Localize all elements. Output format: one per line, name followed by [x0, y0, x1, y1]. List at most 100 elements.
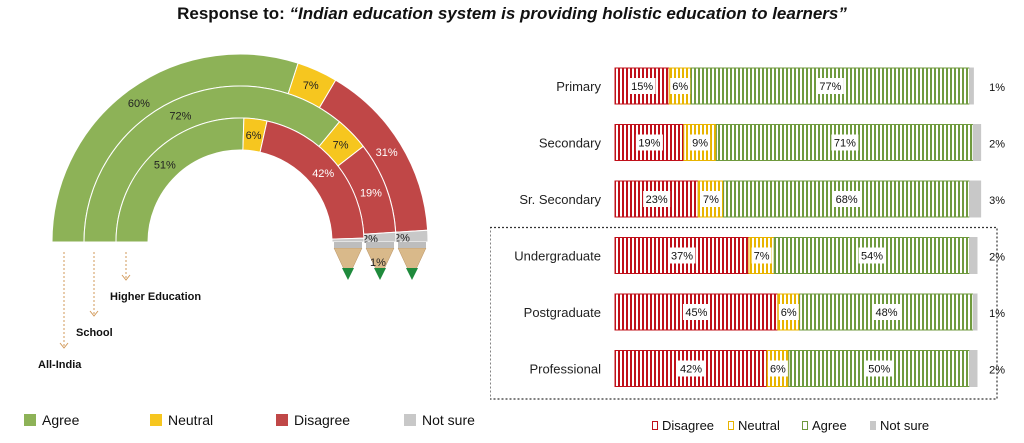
value-box-postgraduate-neutral	[778, 304, 799, 320]
value-label-primary-agree: 77%	[819, 81, 841, 93]
value-box-primary-disagree	[628, 78, 656, 94]
bar-row-professional: Professional 42% 6% 50% 2%	[529, 350, 1005, 387]
stacked-bar-chart: Primary 15% 6% 77% 1% Secondary 19% 9% 71% 2% Sr. …	[490, 67, 1005, 400]
pencil-band-higher-education	[334, 242, 362, 248]
value-label-undergraduate-disagree: 37%	[671, 251, 693, 263]
value-label-professional-agree: 50%	[868, 364, 890, 376]
value-label-postgraduate-neutral: 6%	[781, 307, 797, 319]
bar-row-undergraduate: Undergraduate 37% 7% 54% 2%	[514, 237, 1005, 274]
higher-education-group-box	[490, 226, 998, 400]
bar-undergraduate-not-sure	[969, 237, 978, 274]
pointer-arrow-school	[89, 310, 99, 317]
legend-right-swatch-neutral	[728, 421, 734, 430]
arc-label-school-agree: 72%	[169, 110, 191, 122]
value-box-undergraduate-disagree	[668, 247, 696, 264]
value-label-undergraduate-neutral: 7%	[754, 251, 770, 263]
legend-label-neutral: Neutral	[168, 412, 214, 428]
value-label-sr-secondary-neutral: 7%	[703, 194, 719, 206]
value-box-primary-agree	[816, 78, 844, 94]
value-box-secondary-disagree	[635, 134, 663, 151]
bar-professional-not-sure	[969, 350, 978, 387]
category-label-undergraduate: Undergraduate	[514, 249, 601, 264]
value-box-primary-neutral	[670, 78, 691, 94]
legend-left: Agree Neutral Disagree Not sure	[24, 412, 504, 434]
value-label-primary-disagree: 15%	[631, 81, 653, 93]
value-box-professional-disagree	[677, 360, 705, 377]
legend-right-item-agree: Agree	[802, 418, 847, 433]
legend-item-neutral: Neutral	[150, 412, 213, 428]
ring-all-india: 60% 7% 31% 2%	[51, 53, 429, 245]
value-box-secondary-neutral	[690, 134, 711, 151]
bar-sr-secondary-not-sure	[969, 180, 982, 218]
legend-swatch-agree	[24, 414, 36, 426]
value-label-postgraduate-agree: 48%	[875, 307, 897, 319]
category-label-postgraduate: Postgraduate	[524, 305, 601, 320]
value-box-postgraduate-disagree	[682, 304, 710, 320]
bar-row-sr-secondary: Sr. Secondary 23% 7% 68% 3%	[519, 180, 1005, 218]
bar-secondary-not-sure	[972, 124, 982, 161]
legend-swatch-not-sure	[404, 414, 416, 426]
value-label-secondary-agree: 71%	[834, 138, 856, 150]
pencil-lead-school	[374, 268, 386, 280]
legend-swatch-disagree	[276, 414, 288, 426]
category-label-professional: Professional	[529, 362, 601, 377]
arc-label-higher-education-disagree: 42%	[312, 168, 334, 180]
arc-higher-education-not-sure	[331, 237, 365, 243]
legend-right-swatch-agree	[802, 421, 808, 430]
value-box-professional-agree	[865, 360, 893, 377]
legend-right-swatch-disagree	[652, 421, 658, 430]
legend-label-not-sure: Not sure	[422, 412, 475, 428]
arc-label-higher-education-not-sure: 1%	[370, 257, 386, 269]
value-box-secondary-agree	[831, 134, 859, 151]
ring-name-school: School	[76, 327, 113, 339]
value-label-postgraduate-disagree: 45%	[685, 307, 707, 319]
ring-name-higher-education: Higher Education	[110, 291, 201, 303]
chart-title: Response to: “Indian education system is…	[0, 4, 1024, 24]
value-box-undergraduate-agree	[858, 247, 886, 264]
value-label-primary-neutral: 6%	[672, 81, 688, 93]
pencil-lead-all-india	[406, 268, 418, 280]
ring-higher-education: 51% 6% 42% 1%	[115, 117, 386, 269]
legend-swatch-neutral	[150, 414, 162, 426]
legend-right: Disagree Neutral Agree Not sure	[652, 418, 972, 438]
value-box-sr-secondary-neutral	[700, 191, 721, 207]
pointer-arrow-higher-education	[121, 274, 131, 281]
legend-right-label-not-sure: Not sure	[880, 418, 930, 433]
value-label-sr-secondary-not-sure: 3%	[989, 195, 1005, 207]
legend-item-agree: Agree	[24, 412, 79, 428]
legend-right-label-agree: Agree	[812, 418, 847, 433]
legend-right-item-disagree: Disagree	[652, 418, 714, 433]
bar-primary-not-sure	[969, 67, 974, 105]
pencil-band-school	[366, 242, 394, 248]
legend-right-item-not-sure: Not sure	[870, 418, 929, 433]
legend-label-agree: Agree	[42, 412, 80, 428]
pointer-arrow-all-india	[59, 342, 69, 349]
legend-item-not-sure: Not sure	[404, 412, 475, 428]
legend-right-label-neutral: Neutral	[738, 418, 780, 433]
pencil-band-all-india	[398, 242, 426, 248]
title-quote: “Indian education system is providing ho…	[289, 4, 847, 23]
arc-label-school-disagree: 19%	[360, 188, 382, 200]
category-label-sr-secondary: Sr. Secondary	[519, 192, 601, 207]
value-label-professional-disagree: 42%	[680, 364, 702, 376]
legend-label-disagree: Disagree	[294, 412, 351, 428]
value-box-undergraduate-neutral	[751, 247, 772, 264]
legend-item-disagree: Disagree	[276, 412, 350, 428]
arc-label-all-india-agree: 60%	[128, 98, 150, 110]
arc-label-all-india-not-sure: 2%	[394, 233, 410, 245]
half-donut-chart: 60% 7% 31% 2%72% 7% 19% 2% 51% 6% 42% 1% All-India S…	[38, 53, 429, 371]
legend-right-swatch-not-sure	[870, 421, 876, 430]
arc-label-higher-education-neutral: 6%	[246, 130, 262, 142]
value-box-professional-neutral	[767, 360, 788, 377]
value-label-undergraduate-agree: 54%	[861, 251, 883, 263]
value-label-secondary-disagree: 19%	[638, 138, 660, 150]
arc-label-all-india-neutral: 7%	[303, 80, 319, 92]
bar-postgraduate-not-sure	[972, 293, 978, 331]
value-label-sr-secondary-agree: 68%	[836, 194, 858, 206]
arc-label-all-india-disagree: 31%	[376, 147, 398, 159]
category-label-primary: Primary	[556, 79, 601, 94]
bar-row-secondary: Secondary 19% 9% 71% 2%	[539, 124, 1005, 161]
value-label-secondary-neutral: 9%	[692, 138, 708, 150]
legend-right-item-neutral: Neutral	[728, 418, 780, 433]
value-label-professional-neutral: 6%	[770, 364, 786, 376]
